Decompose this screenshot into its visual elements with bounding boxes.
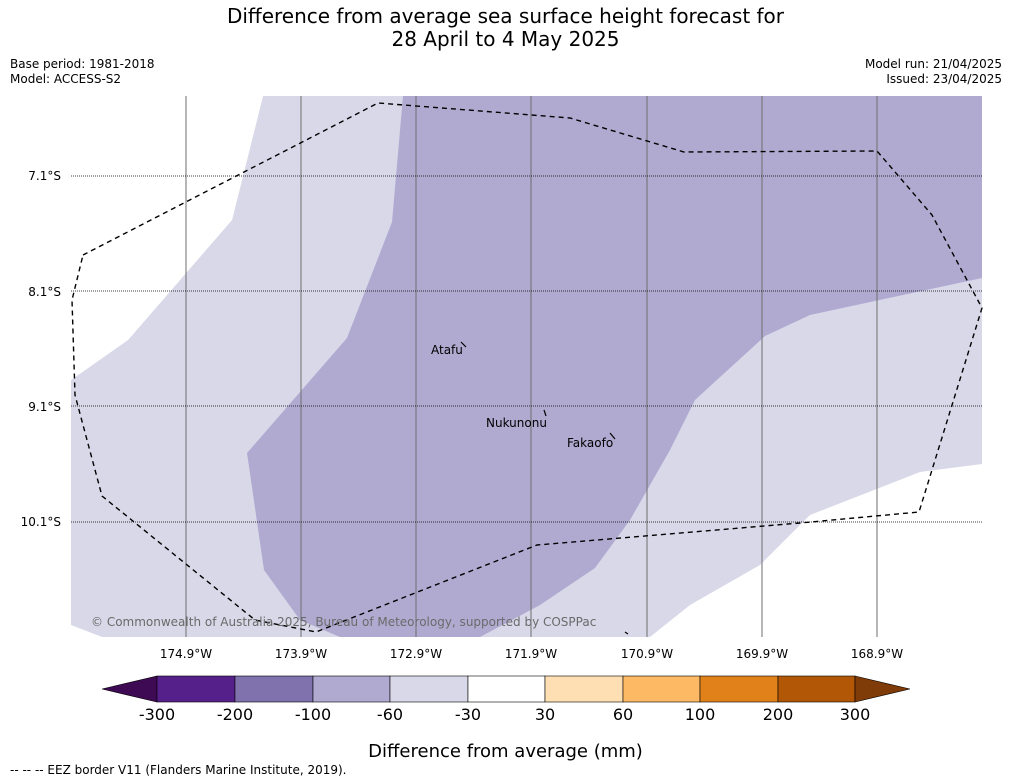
colorbar-tick: -30: [455, 705, 481, 724]
colorbar-high-extend: [854, 675, 911, 703]
colorbar-segment: [777, 675, 856, 703]
colorbar-tick: -200: [217, 705, 253, 724]
latitude-labels: 7.1°S 8.1°S 9.1°S 10.1°S: [21, 169, 61, 529]
colorbar-tick: 100: [685, 705, 716, 724]
neutral-region-southwest: [71, 625, 102, 637]
lat-label: 8.1°S: [28, 285, 61, 299]
island-fakaofo-shape: [609, 432, 616, 440]
colorbar: [101, 675, 911, 703]
colorbar-segment: [622, 675, 701, 703]
model-name: Model: ACCESS-S2: [10, 72, 122, 86]
neutral-region-southeast: [650, 464, 982, 637]
issued-date: Issued: 23/04/2025: [886, 72, 1002, 86]
colorbar-tick: -60: [377, 705, 403, 724]
colorbar-segment: [544, 675, 624, 703]
map-figure: Atafu Nukunonu Fakaofo © Commonwealth of…: [21, 96, 983, 724]
colorbar-tick: 200: [763, 705, 794, 724]
longitude-labels: 174.9°W 173.9°W 172.9°W 171.9°W 170.9°W …: [160, 647, 903, 661]
colorbar-low-extend: [101, 675, 158, 703]
lon-label: 170.9°W: [621, 647, 673, 661]
meta-left: Base period: 1981-2018 Model: ACCESS-S2: [10, 57, 155, 87]
colorbar-tick: 300: [840, 705, 871, 724]
colorbar-segment: [699, 675, 779, 703]
island-small-shape: [624, 631, 629, 635]
lon-label: 174.9°W: [160, 647, 212, 661]
place-nukunonu: Nukunonu: [486, 416, 547, 430]
island-nukunonu-shape: [543, 409, 547, 417]
model-run: Model run: 21/04/2025: [864, 57, 1002, 71]
colorbar-segment: [312, 675, 391, 703]
lon-label: 169.9°W: [736, 647, 788, 661]
lat-label: 9.1°S: [28, 400, 61, 414]
lon-label: 172.9°W: [390, 647, 442, 661]
lon-label: 173.9°W: [275, 647, 327, 661]
eez-border: [71, 102, 983, 633]
island-atafu-shape: [460, 341, 467, 348]
meta-right: Model run: 21/04/2025 Issued: 23/04/2025: [865, 57, 1002, 87]
title-line-1: Difference from average sea surface heig…: [226, 4, 785, 28]
anomaly-region-mid: [247, 96, 982, 637]
colorbar-segment: [234, 675, 314, 703]
colorbar-tick: 30: [535, 705, 555, 724]
colorbar-segment: [389, 675, 469, 703]
map-area: Atafu Nukunonu Fakaofo © Commonwealth of…: [71, 96, 983, 637]
colorbar-label: Difference from average (mm): [368, 741, 643, 762]
colorbar-tick: -300: [139, 705, 175, 724]
colorbar-tick: 60: [613, 705, 633, 724]
copyright-text: © Commonwealth of Australia 2025, Bureau…: [91, 615, 596, 629]
colorbar-segment: [156, 675, 236, 703]
place-atafu: Atafu: [431, 343, 463, 357]
colorbar-tick: -100: [295, 705, 331, 724]
title-line-2: 28 April to 4 May 2025: [391, 27, 620, 51]
place-fakaofo: Fakaofo: [567, 436, 613, 450]
lat-label: 7.1°S: [28, 169, 61, 183]
lon-label: 168.9°W: [851, 647, 903, 661]
base-period: Base period: 1981-2018: [10, 57, 155, 71]
meridian-lines: [185, 96, 878, 637]
lon-label: 171.9°W: [505, 647, 557, 661]
colorbar-ticks: -300 -200 -100 -60 -30 30 60 100 200 300: [139, 705, 870, 724]
neutral-region-northwest: [71, 96, 263, 380]
footer-note: -- -- -- EEZ border V11 (Flanders Marine…: [10, 763, 347, 777]
chart-title: Difference from average sea surface heig…: [0, 5, 1011, 51]
colorbar-segment: [467, 675, 546, 703]
lat-label: 10.1°S: [21, 515, 61, 529]
